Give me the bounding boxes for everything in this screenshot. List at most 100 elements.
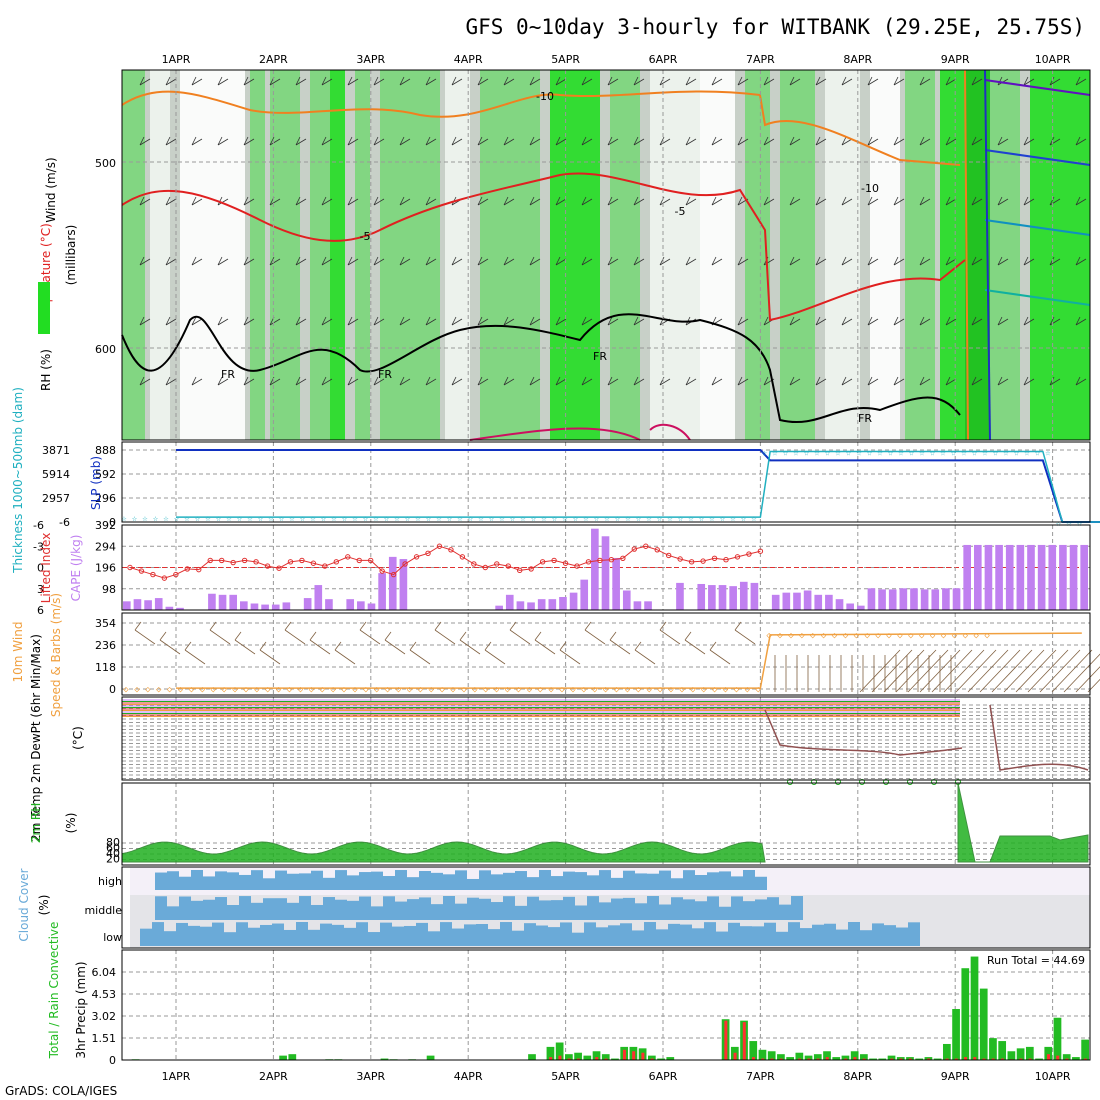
precip-total-bar	[786, 1057, 794, 1060]
precip-convective-bar	[844, 1058, 848, 1060]
upper-wind-barb	[971, 376, 983, 386]
cloud-block	[467, 878, 479, 890]
wind-speed-marker: ◇	[788, 631, 794, 641]
cloud-block	[443, 896, 455, 920]
cloud-block	[296, 922, 308, 946]
cape-bar	[282, 602, 291, 610]
cloud-block	[419, 897, 431, 920]
bottom-date-tick: 1APR	[162, 1070, 191, 1083]
upper-wind-barb	[295, 196, 307, 206]
rh-band	[780, 70, 815, 440]
precip-convective-bar	[1065, 1058, 1069, 1060]
wind-barb	[559, 641, 581, 665]
upper-wind-barb	[607, 136, 619, 146]
thickness-axis-label: Thickness 1000~500mb (dam)	[11, 387, 25, 574]
upper-wind-barb	[893, 76, 905, 86]
upper-wind-barb	[711, 256, 723, 266]
precip-total-bar	[896, 1057, 905, 1060]
wind-barb	[134, 621, 156, 645]
wind-tick: 354	[95, 617, 116, 630]
wind-speed-marker: ◇	[254, 685, 260, 695]
rh-band	[250, 70, 265, 440]
upper-wind-barb	[555, 376, 567, 386]
wind-speed-marker: ◇	[821, 631, 827, 641]
cloud-block	[719, 871, 731, 890]
upper-wind-barb	[529, 76, 541, 86]
cloud-block	[440, 922, 452, 946]
cape-bar	[314, 585, 323, 610]
cape-bar	[548, 599, 557, 610]
temp2m-frame	[121, 696, 1091, 781]
cloud-block	[719, 906, 731, 920]
upper-wind-barb	[399, 316, 411, 326]
precip-total-bar	[961, 968, 970, 1060]
wind-speed-marker: ◇	[309, 685, 315, 695]
lifted-index-point	[494, 561, 500, 567]
upper-wind-barb	[425, 376, 437, 386]
run-total-label: Run Total = 44.69	[987, 954, 1085, 967]
lifted-index-point	[734, 554, 741, 560]
upper-wind-barb	[945, 376, 957, 386]
cloud-block	[563, 896, 575, 920]
lifted-index-point	[700, 558, 706, 564]
cloud-block	[155, 872, 167, 890]
upper-wind-barb	[919, 196, 931, 206]
precip-convective-bar	[862, 1058, 866, 1060]
wind-speed-marker: ◇	[712, 685, 718, 695]
upper-wind-barb	[1075, 256, 1087, 266]
upper-wind-barb	[191, 76, 203, 86]
upper-wind-barb	[165, 76, 177, 86]
upper-wind-barb	[607, 76, 619, 86]
wind-barb	[943, 649, 985, 693]
upper-wind-barb	[815, 316, 827, 326]
legend-rh-label: RH (%)	[39, 349, 53, 391]
wind-barb	[931, 649, 973, 693]
precip-convective-bar	[1028, 1058, 1032, 1060]
cape-bar	[718, 585, 727, 610]
cape-bar	[697, 583, 706, 610]
upper-wind-barb	[893, 136, 905, 146]
cloud-block	[539, 900, 551, 920]
cloud-block	[275, 870, 287, 890]
cape-bar	[367, 603, 376, 610]
thickness-marker: ☆	[552, 514, 558, 524]
lifted-index-point	[310, 560, 317, 566]
cape-bar	[591, 528, 599, 610]
wind-barb	[534, 631, 556, 655]
top-date-tick: 1APR	[162, 53, 191, 66]
cloud-block	[596, 927, 608, 946]
upper-wind-barb	[841, 316, 853, 326]
upper-wind-barb	[633, 316, 645, 326]
upper-wind-barb	[685, 196, 697, 206]
lifted-index-point	[276, 565, 282, 571]
upper-wind-barb	[373, 316, 385, 326]
thickness-marker: ☆	[531, 514, 537, 524]
cape-bar	[1016, 544, 1025, 610]
upper-wind-barb	[347, 316, 359, 326]
upper-wind-barb	[1023, 136, 1035, 146]
upper-wind-barb	[347, 196, 359, 206]
precip-total-bar	[767, 1051, 776, 1060]
upper-wind-barb	[841, 136, 853, 146]
cloud-block	[212, 922, 224, 946]
cloud-block	[536, 925, 548, 946]
wind-barb	[259, 641, 281, 665]
rh-band	[905, 70, 935, 440]
cloud-block	[728, 922, 740, 946]
top-date-tick: 7APR	[746, 53, 775, 66]
rh-band	[990, 70, 1020, 440]
wind-speed-marker: ◇	[439, 685, 445, 695]
upper-wind-barb	[633, 256, 645, 266]
thickness-marker: ☆	[352, 514, 358, 524]
cloud-block	[395, 901, 407, 920]
precip-convective-bar	[908, 1058, 912, 1060]
contour-label: FR	[378, 368, 392, 381]
cape-bar	[1069, 544, 1078, 610]
wind-barb	[1003, 649, 1045, 693]
rh-legend-swatch	[38, 282, 50, 334]
upper-wind-barb	[399, 196, 411, 206]
wind-barb	[883, 649, 925, 693]
rh-band	[550, 70, 600, 440]
lifted-index-point	[608, 557, 615, 563]
wind-barb	[859, 649, 901, 693]
